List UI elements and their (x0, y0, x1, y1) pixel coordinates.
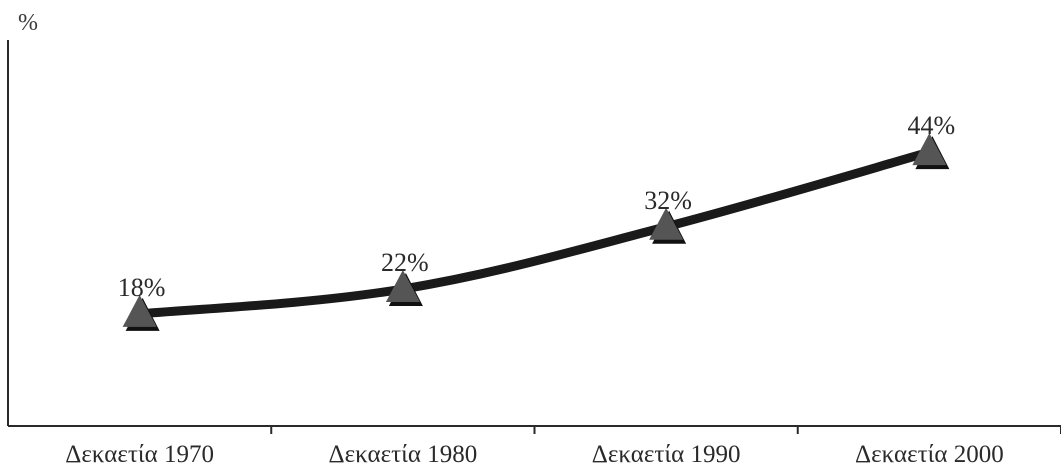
data-label: 32% (644, 186, 692, 215)
x-axis-tick-labels: Δεκαετία 1970 Δεκαετία 1980 Δεκαετία 1990 Δ… (65, 441, 1003, 468)
triangle-marker (649, 207, 684, 240)
x-tick-label: Δεκαετία 1970 (65, 441, 214, 468)
x-axis-ticks (270, 426, 1061, 434)
triangle-marker (912, 133, 947, 166)
y-axis-label: % (18, 10, 38, 36)
series-markers (122, 133, 950, 331)
x-tick-label: Δεκαετία 1990 (592, 441, 741, 468)
data-labels: 18% 22% 32% 44% (118, 111, 955, 302)
x-tick-label: Δεκαετία 2000 (855, 441, 1004, 468)
data-label: 18% (118, 273, 166, 302)
data-label: 22% (381, 248, 429, 277)
triangle-marker (385, 270, 420, 303)
triangle-marker (122, 294, 157, 327)
x-tick-label: Δεκαετία 1980 (329, 441, 478, 468)
data-label: 44% (908, 111, 956, 140)
series-line (135, 147, 934, 319)
